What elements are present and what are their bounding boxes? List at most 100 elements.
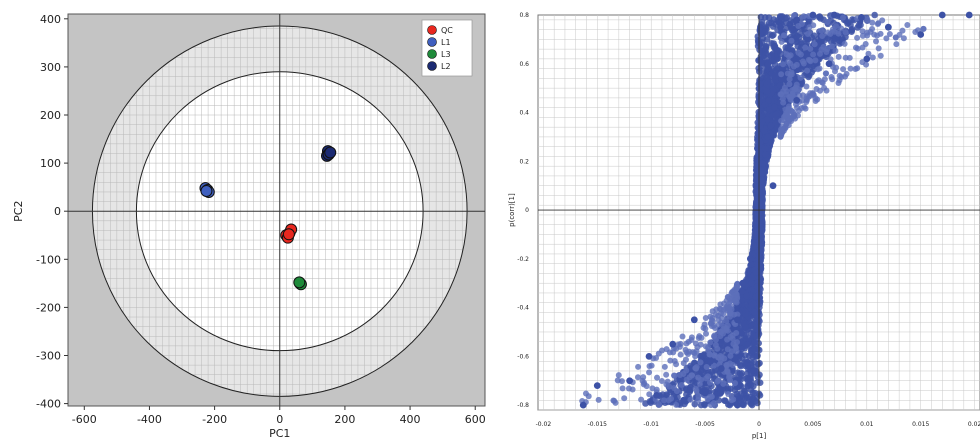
- loading-point: [792, 75, 799, 83]
- loading-point: [823, 49, 830, 56]
- loading-point: [810, 22, 817, 29]
- loading-point: [712, 324, 719, 331]
- loading-point: [782, 106, 789, 113]
- legend-marker-l2: [427, 61, 437, 71]
- loading-point: [863, 55, 871, 63]
- x-tick-label: -0.015: [588, 421, 608, 428]
- loading-point: [787, 96, 794, 103]
- loading-point: [900, 35, 907, 42]
- loading-point: [695, 396, 702, 403]
- y-tick-label: 300: [40, 61, 61, 74]
- y-tick-label: -0.2: [517, 256, 529, 263]
- loading-point: [701, 389, 709, 397]
- s-plot-y-axis-label: p(corr)[1]: [508, 193, 516, 227]
- loading-point: [763, 74, 771, 82]
- y-tick-label: -100: [36, 253, 61, 266]
- loading-point: [677, 351, 684, 358]
- loading-point: [858, 14, 865, 21]
- loading-point: [840, 66, 847, 73]
- loading-point: [748, 302, 755, 309]
- loading-point: [731, 297, 738, 304]
- s-plot-zero-lines: [538, 15, 980, 410]
- s-plot-x-axis-label: p[1]: [752, 432, 767, 440]
- loading-point: [797, 74, 804, 81]
- loading-point: [798, 105, 805, 112]
- loading-point: [871, 11, 878, 19]
- loading-point: [727, 377, 734, 384]
- loading-point: [715, 316, 722, 323]
- loading-point: [759, 160, 767, 167]
- legend-marker-qc: [427, 25, 437, 35]
- loading-point: [754, 379, 761, 386]
- loading-point: [777, 131, 784, 138]
- loading-point: [663, 391, 670, 398]
- y-tick-label: 0: [54, 205, 61, 218]
- loading-point: [846, 54, 853, 61]
- y-tick-label: 0.2: [519, 158, 529, 165]
- x-tick-label: -600: [72, 413, 97, 426]
- series-l2: [320, 145, 337, 162]
- loading-point: [778, 13, 785, 21]
- loading-point: [819, 33, 826, 40]
- loading-point: [658, 377, 665, 384]
- loading-point: [787, 60, 794, 67]
- loading-point: [721, 397, 728, 404]
- legend-label-l3: L3: [441, 50, 451, 59]
- s-plot-x-ticks: -0.02 -0.015 -0.01 -0.005 0 0.005 0.01 0.015 0.0…: [536, 421, 980, 428]
- loading-point: [745, 352, 753, 360]
- loading-point: [778, 38, 785, 45]
- loading-point: [793, 96, 801, 104]
- loading-point: [761, 101, 769, 108]
- loading-point: [938, 11, 946, 19]
- loading-point: [673, 361, 680, 368]
- loading-point: [748, 280, 756, 287]
- loading-point: [864, 16, 871, 23]
- y-tick-label: 0.8: [519, 12, 529, 19]
- loading-point: [747, 361, 755, 369]
- loading-point: [728, 348, 735, 355]
- y-tick-label: -200: [36, 301, 61, 314]
- s-plot: -0.02 -0.015 -0.01 -0.005 0 0.005 0.01 0.015 0.0…: [508, 11, 980, 440]
- loading-point: [815, 77, 822, 84]
- y-tick-label: -300: [36, 349, 61, 362]
- x-tick-label: -400: [137, 413, 162, 426]
- loading-point: [835, 53, 842, 60]
- loading-point: [763, 36, 771, 43]
- loading-point: [798, 21, 805, 28]
- loading-point: [838, 25, 845, 32]
- loading-point: [758, 189, 766, 196]
- loading-point: [615, 372, 622, 379]
- loading-point: [753, 352, 761, 360]
- loading-point: [670, 349, 677, 356]
- loading-point: [840, 14, 847, 21]
- loading-point: [780, 61, 787, 68]
- pca-zero-lines: [68, 14, 485, 406]
- loading-point: [687, 396, 694, 403]
- loading-point: [883, 35, 890, 42]
- loading-point: [804, 67, 811, 74]
- loading-point: [747, 381, 755, 389]
- loading-point: [712, 341, 719, 348]
- loading-point: [810, 32, 818, 39]
- loading-point: [692, 365, 699, 372]
- loading-point: [593, 382, 601, 390]
- loading-point: [830, 37, 838, 45]
- loading-point: [673, 401, 680, 408]
- loading-point: [812, 95, 819, 102]
- loading-point: [678, 382, 685, 389]
- loading-point: [634, 374, 641, 381]
- loading-point: [831, 11, 838, 19]
- loading-point: [720, 380, 727, 387]
- loading-point: [697, 401, 705, 409]
- loading-point: [717, 390, 724, 397]
- loading-point: [788, 47, 796, 54]
- loading-point: [707, 339, 714, 346]
- loading-point: [920, 25, 927, 32]
- loading-point: [859, 28, 866, 35]
- loading-point: [874, 20, 881, 27]
- loading-point: [842, 29, 849, 36]
- x-tick-label: 0.015: [912, 421, 929, 428]
- point-qc: [282, 228, 295, 241]
- loading-point: [738, 345, 745, 353]
